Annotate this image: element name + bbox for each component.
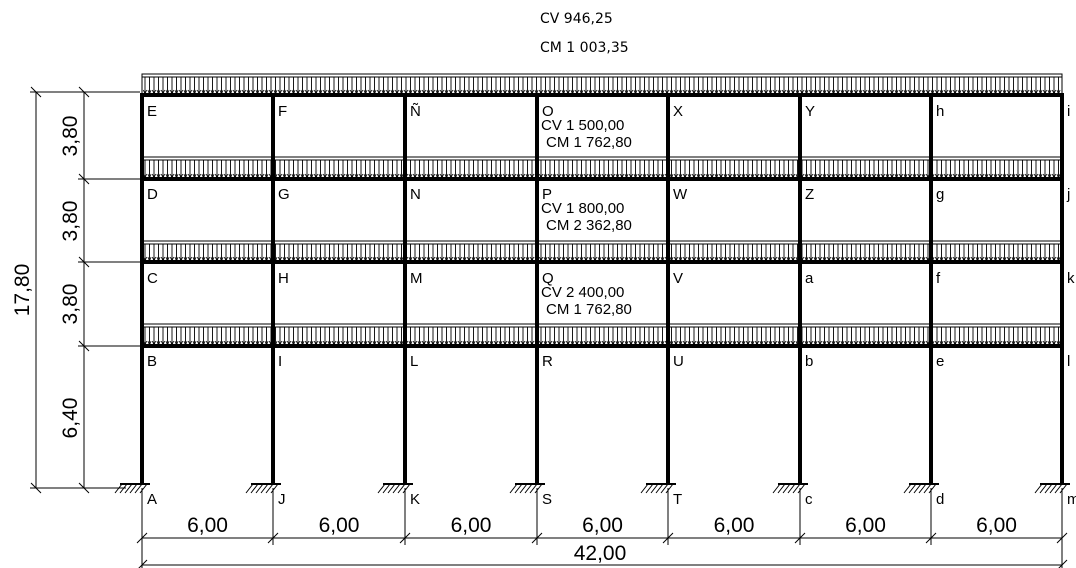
dimension-tick <box>78 86 90 98</box>
fixed-support <box>245 483 281 494</box>
node-label: h <box>936 103 944 120</box>
story-height-label: 6,40 <box>59 398 82 439</box>
total-width-label: 42,00 <box>574 542 627 565</box>
node-label: R <box>542 353 553 370</box>
floor-load-cv: CV 2 400,00 <box>541 284 624 301</box>
dimension-tick <box>1056 532 1068 544</box>
node-label: G <box>278 186 290 203</box>
node-label: l <box>1067 353 1070 370</box>
support-label: m <box>1067 491 1076 508</box>
fixed-support <box>509 483 545 494</box>
node-label: g <box>936 186 944 203</box>
node-label: X <box>673 103 683 120</box>
floor-load-cv: CV 1 500,00 <box>541 117 624 134</box>
bay-width-labels: 6,00 6,00 6,00 6,00 6,00 6,00 6,00 <box>187 514 1017 537</box>
fixed-support <box>1034 483 1070 494</box>
fixed-support <box>640 483 676 494</box>
support-label: K <box>410 491 420 508</box>
node-label: M <box>410 270 423 287</box>
node-label: k <box>1067 270 1075 287</box>
node-label: D <box>147 186 158 203</box>
node-label: W <box>673 186 688 203</box>
support-label: d <box>936 491 944 508</box>
node-label: F <box>278 103 287 120</box>
node-label: i <box>1067 103 1070 120</box>
load-arrows <box>144 244 1059 261</box>
total-height-label: 17,80 <box>11 264 34 317</box>
node-label: O <box>542 103 554 120</box>
bay-width-label: 6,00 <box>319 514 360 537</box>
bay-dimension-ticks <box>136 488 1068 568</box>
dimension-tick <box>78 482 90 494</box>
fixed-support <box>772 483 808 494</box>
node-label: U <box>673 353 684 370</box>
dimension-tick <box>78 256 90 268</box>
dimension-tick <box>30 86 42 98</box>
node-label: V <box>673 270 683 287</box>
dimension-tick <box>267 532 279 544</box>
support-label: S <box>542 491 552 508</box>
node-label: H <box>278 270 289 287</box>
dimension-tick <box>1058 559 1068 568</box>
node-label: Z <box>805 186 814 203</box>
top-load-cv: CV 946,25 <box>540 11 613 27</box>
dimension-tick <box>30 482 42 494</box>
floor-load-cv: CV 1 800,00 <box>541 200 624 217</box>
load-arrows <box>144 160 1059 178</box>
node-label: Q <box>542 270 554 287</box>
fixed-support <box>903 483 939 494</box>
node-label: Ñ <box>410 103 421 120</box>
dimension-tick <box>794 532 806 544</box>
bay-width-label: 6,00 <box>976 514 1017 537</box>
node-label: e <box>936 353 944 370</box>
node-label: f <box>936 270 941 287</box>
dimension-tick <box>78 340 90 352</box>
node-label: P <box>542 186 552 203</box>
vertical-dimensions <box>30 86 140 494</box>
floor-load-cm: CM 1 762,80 <box>546 301 632 318</box>
story-height-label: 3,80 <box>59 284 82 325</box>
story-height-label: 3,80 <box>59 116 82 157</box>
dimension-tick <box>531 532 543 544</box>
floor-load-cm: CM 1 762,80 <box>546 134 632 151</box>
node-label: a <box>805 270 814 287</box>
dimension-tick <box>662 532 674 544</box>
fixed-supports <box>114 483 1070 494</box>
floor-load-cm: CM 2 362,80 <box>546 217 632 234</box>
top-load-cm: CM 1 003,35 <box>540 40 629 56</box>
support-label: T <box>673 491 682 508</box>
bay-width-label: 6,00 <box>451 514 492 537</box>
node-label: j <box>1066 186 1070 203</box>
bay-width-label: 6,00 <box>187 514 228 537</box>
bay-width-label: 6,00 <box>845 514 886 537</box>
story-height-label: 3,80 <box>59 201 82 242</box>
frame-members <box>140 93 1064 484</box>
bay-width-label: 6,00 <box>582 514 623 537</box>
bay-width-label: 6,00 <box>714 514 755 537</box>
node-label: I <box>278 353 282 370</box>
support-label: J <box>278 491 286 508</box>
node-label: b <box>805 353 813 370</box>
node-label: E <box>147 103 157 120</box>
dimension-tick <box>78 173 90 185</box>
horizontal-dimensions <box>142 537 1062 566</box>
fixed-support <box>377 483 413 494</box>
load-arrows <box>144 327 1059 345</box>
dimension-tick <box>136 532 148 544</box>
node-label: Y <box>805 103 815 120</box>
dimension-tick <box>399 532 411 544</box>
dimension-tick <box>925 532 937 544</box>
node-label: N <box>410 186 421 203</box>
support-label: c <box>805 491 813 508</box>
node-label: C <box>147 270 158 287</box>
load-arrows <box>144 77 1059 94</box>
floor-load-labels: CV 1 500,00 CM 1 762,80 CV 1 800,00 CM 2… <box>541 117 632 318</box>
dimension-tick <box>138 559 148 568</box>
node-label: L <box>410 353 418 370</box>
node-label: B <box>147 353 157 370</box>
support-label: A <box>147 491 157 508</box>
